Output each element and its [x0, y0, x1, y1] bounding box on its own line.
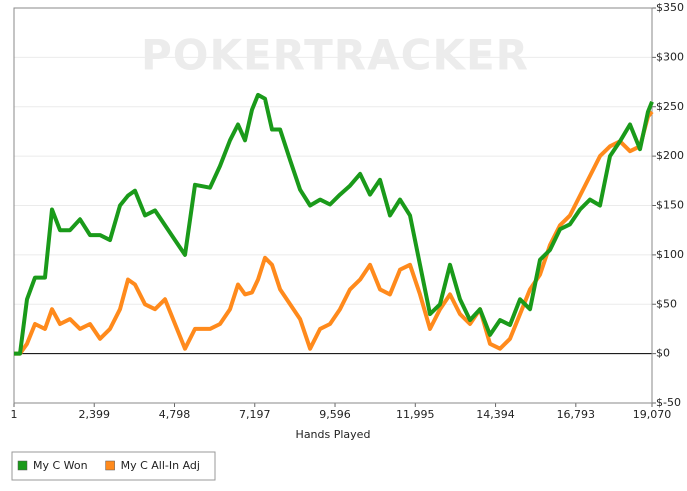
x-tick-label: 1	[11, 408, 18, 421]
y-tick-label: $-50	[656, 396, 681, 409]
y-tick-label: $250	[656, 100, 684, 113]
x-tick-label: 11,995	[396, 408, 435, 421]
watermark: POKERTRACKER	[141, 31, 529, 80]
x-tick-label: 19,070	[633, 408, 672, 421]
x-tick-label: 16,793	[557, 408, 596, 421]
y-tick-label: $350	[656, 1, 684, 14]
x-tick-label: 14,394	[476, 408, 515, 421]
legend-label: My C Won	[33, 459, 88, 472]
legend-swatch	[105, 460, 115, 471]
y-tick-label: $200	[656, 149, 684, 162]
x-tick-label: 4,798	[159, 408, 191, 421]
legend-label: My C All-In Adj	[121, 459, 200, 472]
legend-swatch	[17, 460, 28, 471]
x-axis-label: Hands Played	[296, 428, 371, 441]
y-tick-label: $50	[656, 297, 677, 310]
y-tick-label: $0	[656, 347, 670, 360]
y-tick-label: $150	[656, 199, 684, 212]
x-tick-label: 2,399	[78, 408, 110, 421]
y-tick-label: $300	[656, 50, 684, 63]
plot-border	[13, 7, 653, 404]
x-tick-label: 9,596	[319, 408, 351, 421]
y-tick-label: $100	[656, 248, 684, 261]
series-line	[14, 92, 654, 356]
x-tick-label: 7,197	[239, 408, 271, 421]
